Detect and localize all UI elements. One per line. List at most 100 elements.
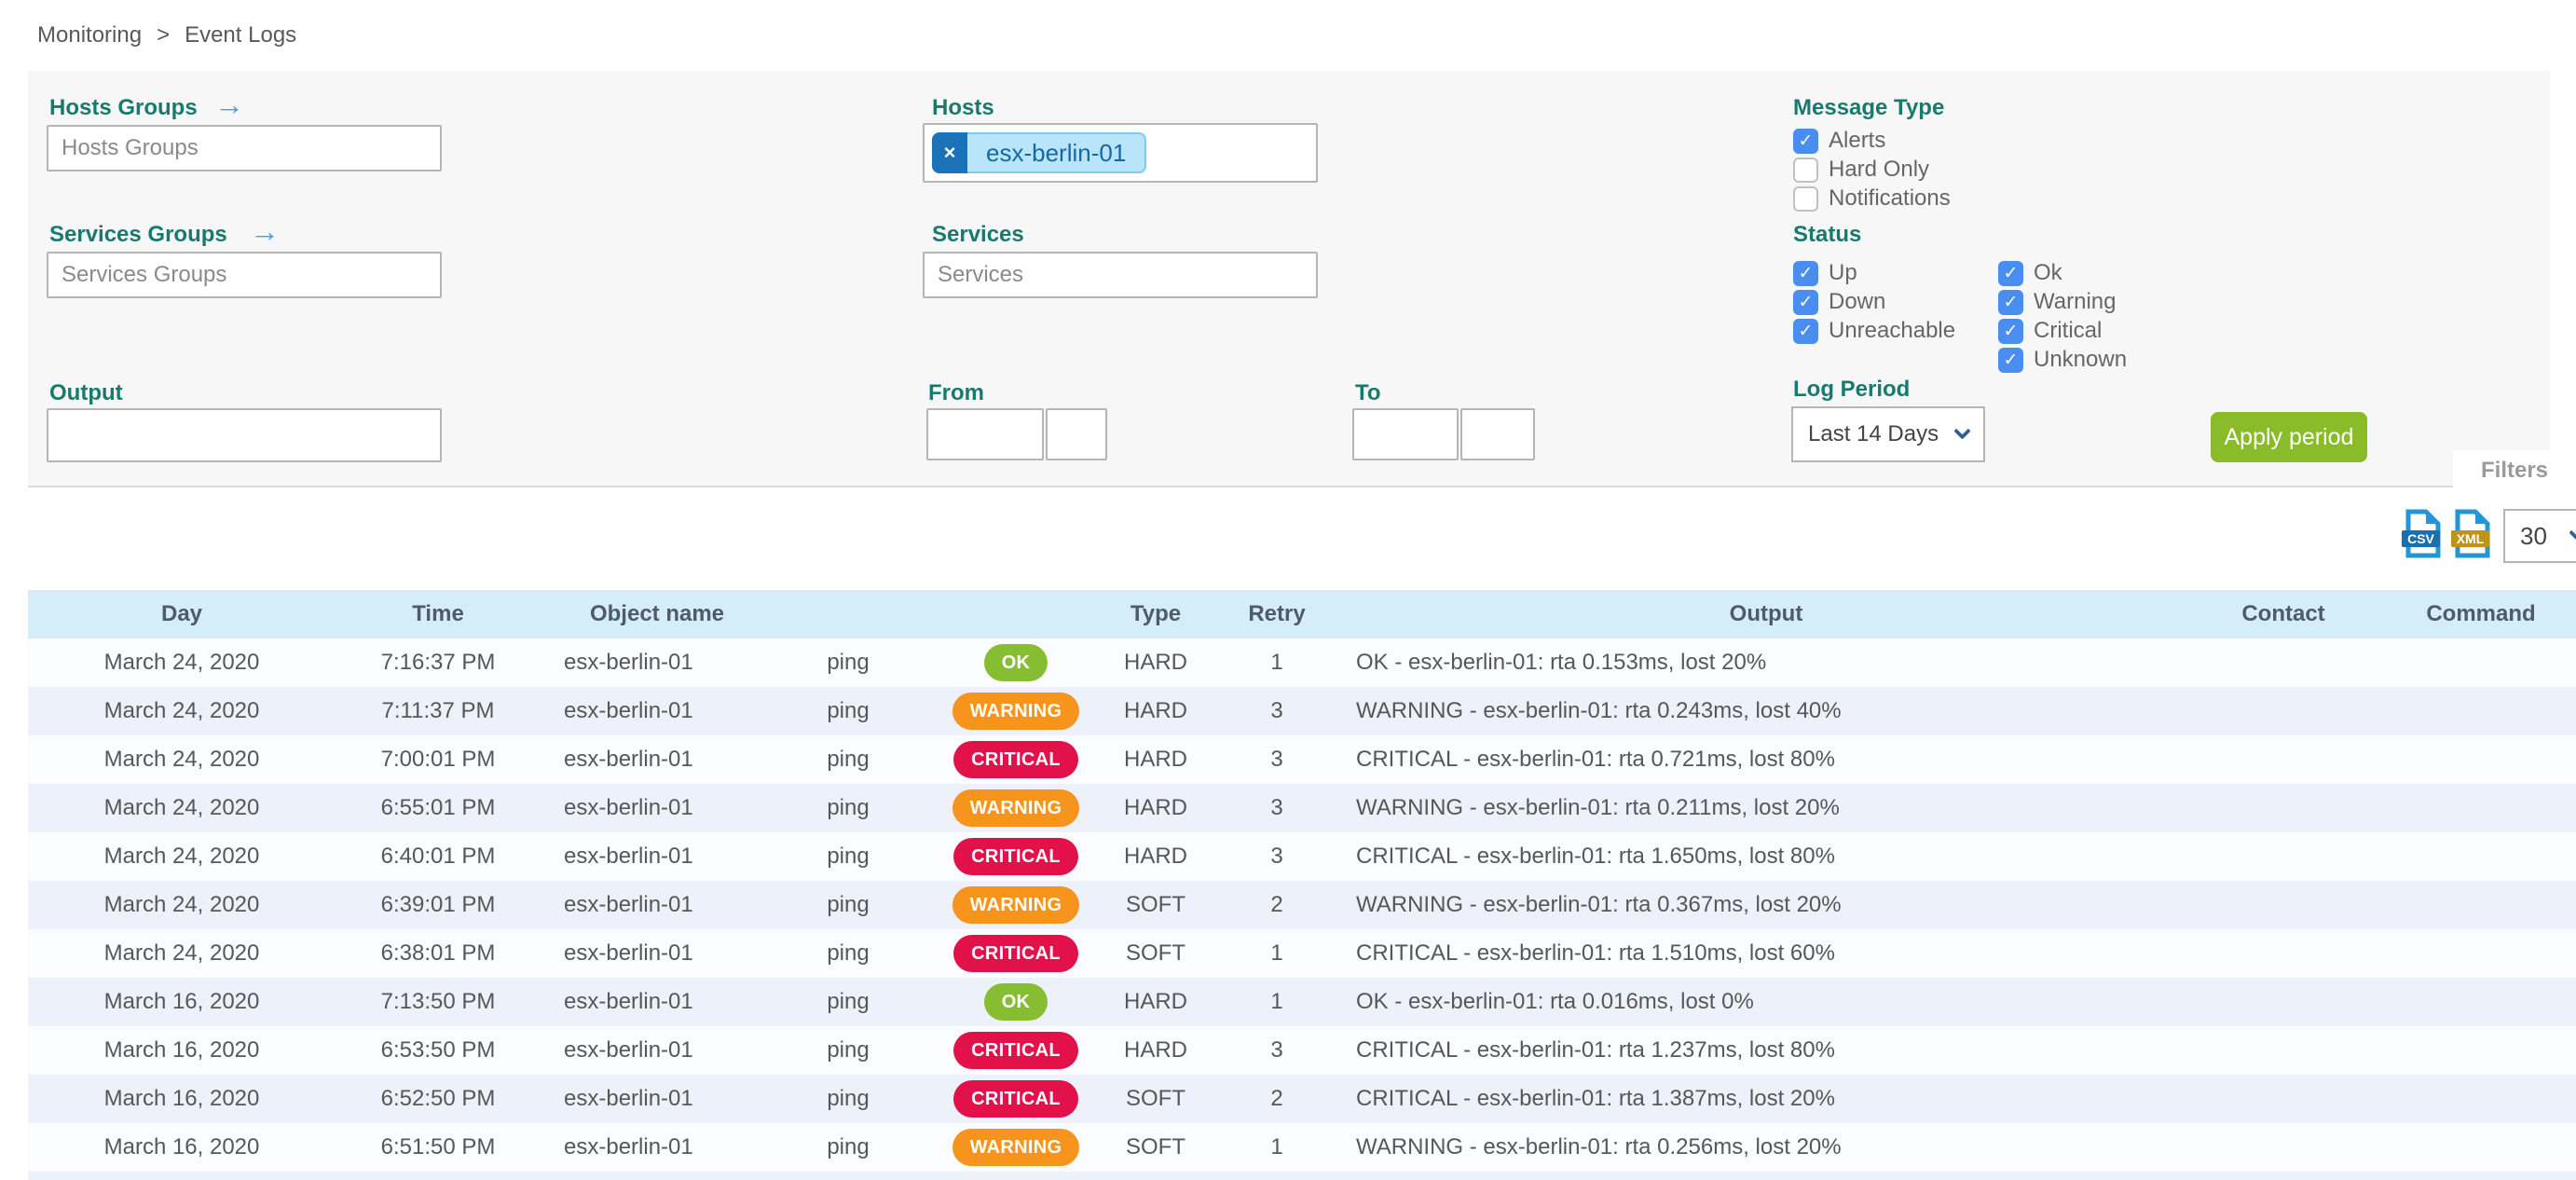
services-groups-label: Services Groups [49, 222, 227, 247]
to-time-input[interactable] [1460, 408, 1535, 460]
status-service-checkbox-warning[interactable]: ✓ [1998, 289, 2023, 315]
status-service-checkbox-ok[interactable]: ✓ [1998, 260, 2023, 286]
cell-retry: 1 [1270, 650, 1283, 675]
status-service-checkbox-unknown[interactable]: ✓ [1998, 347, 2023, 373]
status-host-option: ✓ Unreachable [1793, 317, 1955, 345]
breadcrumb-separator: > [157, 22, 171, 48]
cell-status: CRITICAL [923, 1075, 1109, 1123]
cell-day: March 16, 2020 [103, 1134, 260, 1159]
export-xml-icon[interactable]: XML [2450, 509, 2493, 558]
chevron-down-icon [2569, 524, 2576, 542]
message-type-checkbox-notifications[interactable] [1793, 185, 1818, 212]
cell-retry: 1 [1270, 940, 1283, 966]
cell-type: HARD [1123, 1037, 1187, 1063]
cell-command [2386, 978, 2576, 1026]
column-header-retry: Retry [1248, 601, 1306, 626]
message-type-checkbox-hard-only[interactable] [1793, 157, 1818, 183]
from-time-input[interactable] [1046, 408, 1107, 460]
export-csv-icon[interactable]: CSV [2401, 509, 2444, 558]
table-row: March 24, 2020 6:40:01 PM esx-berlin-01 pin… [28, 832, 2576, 881]
status-service-label[interactable]: Warning [2034, 289, 2117, 314]
from-date-input[interactable] [926, 408, 1044, 460]
column-header-service [774, 590, 923, 638]
cell-object: esx-berlin-01 [564, 698, 693, 723]
cell-day: March 16, 2020 [103, 1037, 260, 1063]
cell-day: March 24, 2020 [103, 698, 260, 723]
message-type-checkbox-alerts[interactable]: ✓ [1793, 128, 1818, 154]
hosts-groups-arrow-icon[interactable]: → [214, 88, 244, 121]
cell-command [2386, 1075, 2576, 1123]
cell-status: WARNING [923, 784, 1109, 832]
status-service-label[interactable]: Unknown [2034, 347, 2128, 372]
table-row: March 24, 2020 7:11:37 PM esx-berlin-01 pin… [28, 687, 2576, 735]
cell-object: esx-berlin-01 [564, 844, 693, 869]
cell-object: esx-berlin-01 [564, 940, 693, 966]
services-groups-input[interactable] [47, 252, 442, 298]
status-host-label[interactable]: Up [1829, 260, 1857, 285]
output-input[interactable] [47, 408, 442, 462]
cell-object: esx-berlin-01 [564, 892, 693, 917]
status-badge: CRITICAL [953, 838, 1078, 875]
cell-service: ping [827, 844, 870, 869]
status-service-label[interactable]: Ok [2034, 260, 2062, 285]
status-host-checkbox-unreachable[interactable]: ✓ [1793, 318, 1818, 344]
message-type-group: ✓ Alerts Hard Only Notifications [1793, 127, 1951, 213]
status-badge: WARNING [952, 1129, 1080, 1166]
cell-output: CRITICAL - esx-berlin-01: rta 0.721ms, l… [1356, 747, 1835, 772]
status-service-label[interactable]: Critical [2034, 318, 2103, 343]
breadcrumb-monitoring[interactable]: Monitoring [37, 22, 143, 48]
cell-object: esx-berlin-01 [564, 795, 693, 820]
cell-retry: 3 [1270, 747, 1283, 772]
cell-time: 7:11:37 PM [381, 698, 495, 723]
cell-contact [2181, 638, 2386, 687]
filters-tab[interactable]: Filters [2453, 450, 2576, 491]
host-chip-remove-icon[interactable]: × [932, 132, 967, 173]
message-type-label[interactable]: Alerts [1829, 128, 1886, 153]
cell-command [2386, 638, 2576, 687]
apply-period-button[interactable]: Apply period [2211, 412, 2367, 462]
status-host-checkbox-down[interactable]: ✓ [1793, 289, 1818, 315]
hosts-input[interactable]: × esx-berlin-01 [923, 123, 1318, 183]
breadcrumb-event-logs[interactable]: Event Logs [185, 22, 297, 48]
cell-object: esx-berlin-01 [564, 989, 693, 1014]
message-type-label[interactable]: Hard Only [1829, 157, 1930, 182]
page-size-select[interactable]: 30 [2503, 509, 2576, 563]
host-chip: × esx-berlin-01 [932, 132, 1147, 173]
cell-output: OK - esx-berlin-01: rta 0.016ms, lost 0% [1356, 989, 1754, 1014]
status-label: Status [1793, 222, 1862, 247]
message-type-option: ✓ Alerts [1793, 127, 1951, 155]
cell-type: SOFT [1126, 1086, 1185, 1111]
cell-retry: 2 [1270, 1086, 1283, 1111]
cell-day: March 24, 2020 [103, 844, 260, 869]
cell-contact [2181, 784, 2386, 832]
to-date-input[interactable] [1352, 408, 1459, 460]
status-host-checkbox-up[interactable]: ✓ [1793, 260, 1818, 286]
column-header-object: Object name [589, 601, 725, 626]
message-type-label[interactable]: Notifications [1829, 185, 1951, 211]
cell-contact [2181, 687, 2386, 735]
cell-status: WARNING [923, 881, 1109, 929]
cell-object: esx-berlin-01 [564, 650, 693, 675]
cell-type: HARD [1123, 844, 1187, 869]
hosts-label: Hosts [932, 95, 994, 120]
cell-time: 7:00:01 PM [380, 747, 496, 772]
status-host-label[interactable]: Unreachable [1829, 318, 1956, 343]
services-groups-arrow-icon[interactable]: → [250, 214, 280, 248]
hosts-groups-label: Hosts Groups [49, 95, 198, 120]
cell-service: ping [827, 940, 870, 966]
table-row: March 24, 2020 7:16:37 PM esx-berlin-01 pin… [28, 638, 2576, 687]
cell-time: 6:39:01 PM [380, 892, 496, 917]
cell-type: HARD [1123, 650, 1187, 675]
status-host-label[interactable]: Down [1829, 289, 1886, 314]
services-input[interactable] [923, 252, 1318, 298]
page-size-value: 30 [2520, 521, 2547, 550]
table-row: March 24, 2020 7:00:01 PM esx-berlin-01 pin… [28, 735, 2576, 784]
log-period-select[interactable]: Last 14 Days [1791, 406, 1985, 462]
status-service-checkbox-critical[interactable]: ✓ [1998, 318, 2023, 344]
cell-command [2386, 687, 2576, 735]
cell-output: WARNING - esx-berlin-01: rta 0.367ms, lo… [1356, 892, 1842, 917]
table-row: March 16, 2020 6:51:50 PM esx-berlin-01 pin… [28, 1123, 2576, 1172]
hosts-groups-input[interactable] [47, 125, 442, 172]
cell-retry: 3 [1270, 795, 1283, 820]
cell-service: ping [827, 989, 870, 1014]
